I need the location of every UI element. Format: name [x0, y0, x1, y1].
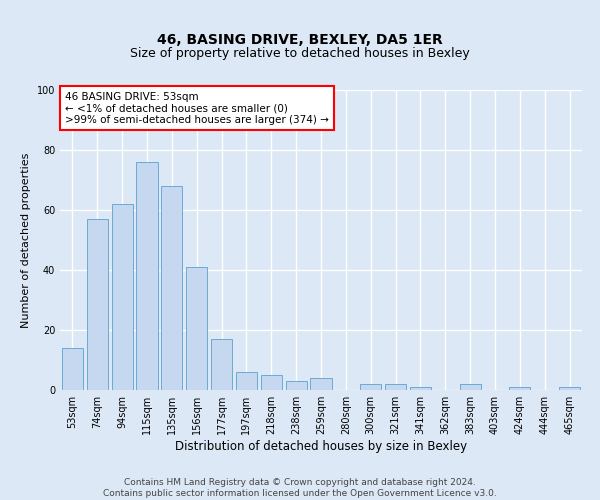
Bar — [112, 204, 133, 390]
Bar — [136, 162, 158, 390]
Text: Size of property relative to detached houses in Bexley: Size of property relative to detached ho… — [130, 48, 470, 60]
Bar — [87, 219, 108, 390]
Bar — [286, 381, 307, 390]
Text: 46, BASING DRIVE, BEXLEY, DA5 1ER: 46, BASING DRIVE, BEXLEY, DA5 1ER — [157, 32, 443, 46]
Bar — [310, 378, 332, 390]
Bar — [236, 372, 257, 390]
Bar — [509, 387, 530, 390]
Bar — [385, 384, 406, 390]
Bar — [186, 267, 207, 390]
Bar — [161, 186, 182, 390]
Text: 46 BASING DRIVE: 53sqm
← <1% of detached houses are smaller (0)
>99% of semi-det: 46 BASING DRIVE: 53sqm ← <1% of detached… — [65, 92, 329, 124]
Bar — [460, 384, 481, 390]
Bar — [410, 387, 431, 390]
Bar — [360, 384, 381, 390]
Bar — [211, 339, 232, 390]
Bar — [559, 387, 580, 390]
Bar — [62, 348, 83, 390]
Y-axis label: Number of detached properties: Number of detached properties — [21, 152, 31, 328]
Bar — [261, 375, 282, 390]
X-axis label: Distribution of detached houses by size in Bexley: Distribution of detached houses by size … — [175, 440, 467, 453]
Text: Contains HM Land Registry data © Crown copyright and database right 2024.
Contai: Contains HM Land Registry data © Crown c… — [103, 478, 497, 498]
